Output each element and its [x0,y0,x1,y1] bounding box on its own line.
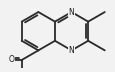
Text: N: N [68,46,74,55]
Text: N: N [68,8,74,17]
Text: O: O [8,55,14,64]
